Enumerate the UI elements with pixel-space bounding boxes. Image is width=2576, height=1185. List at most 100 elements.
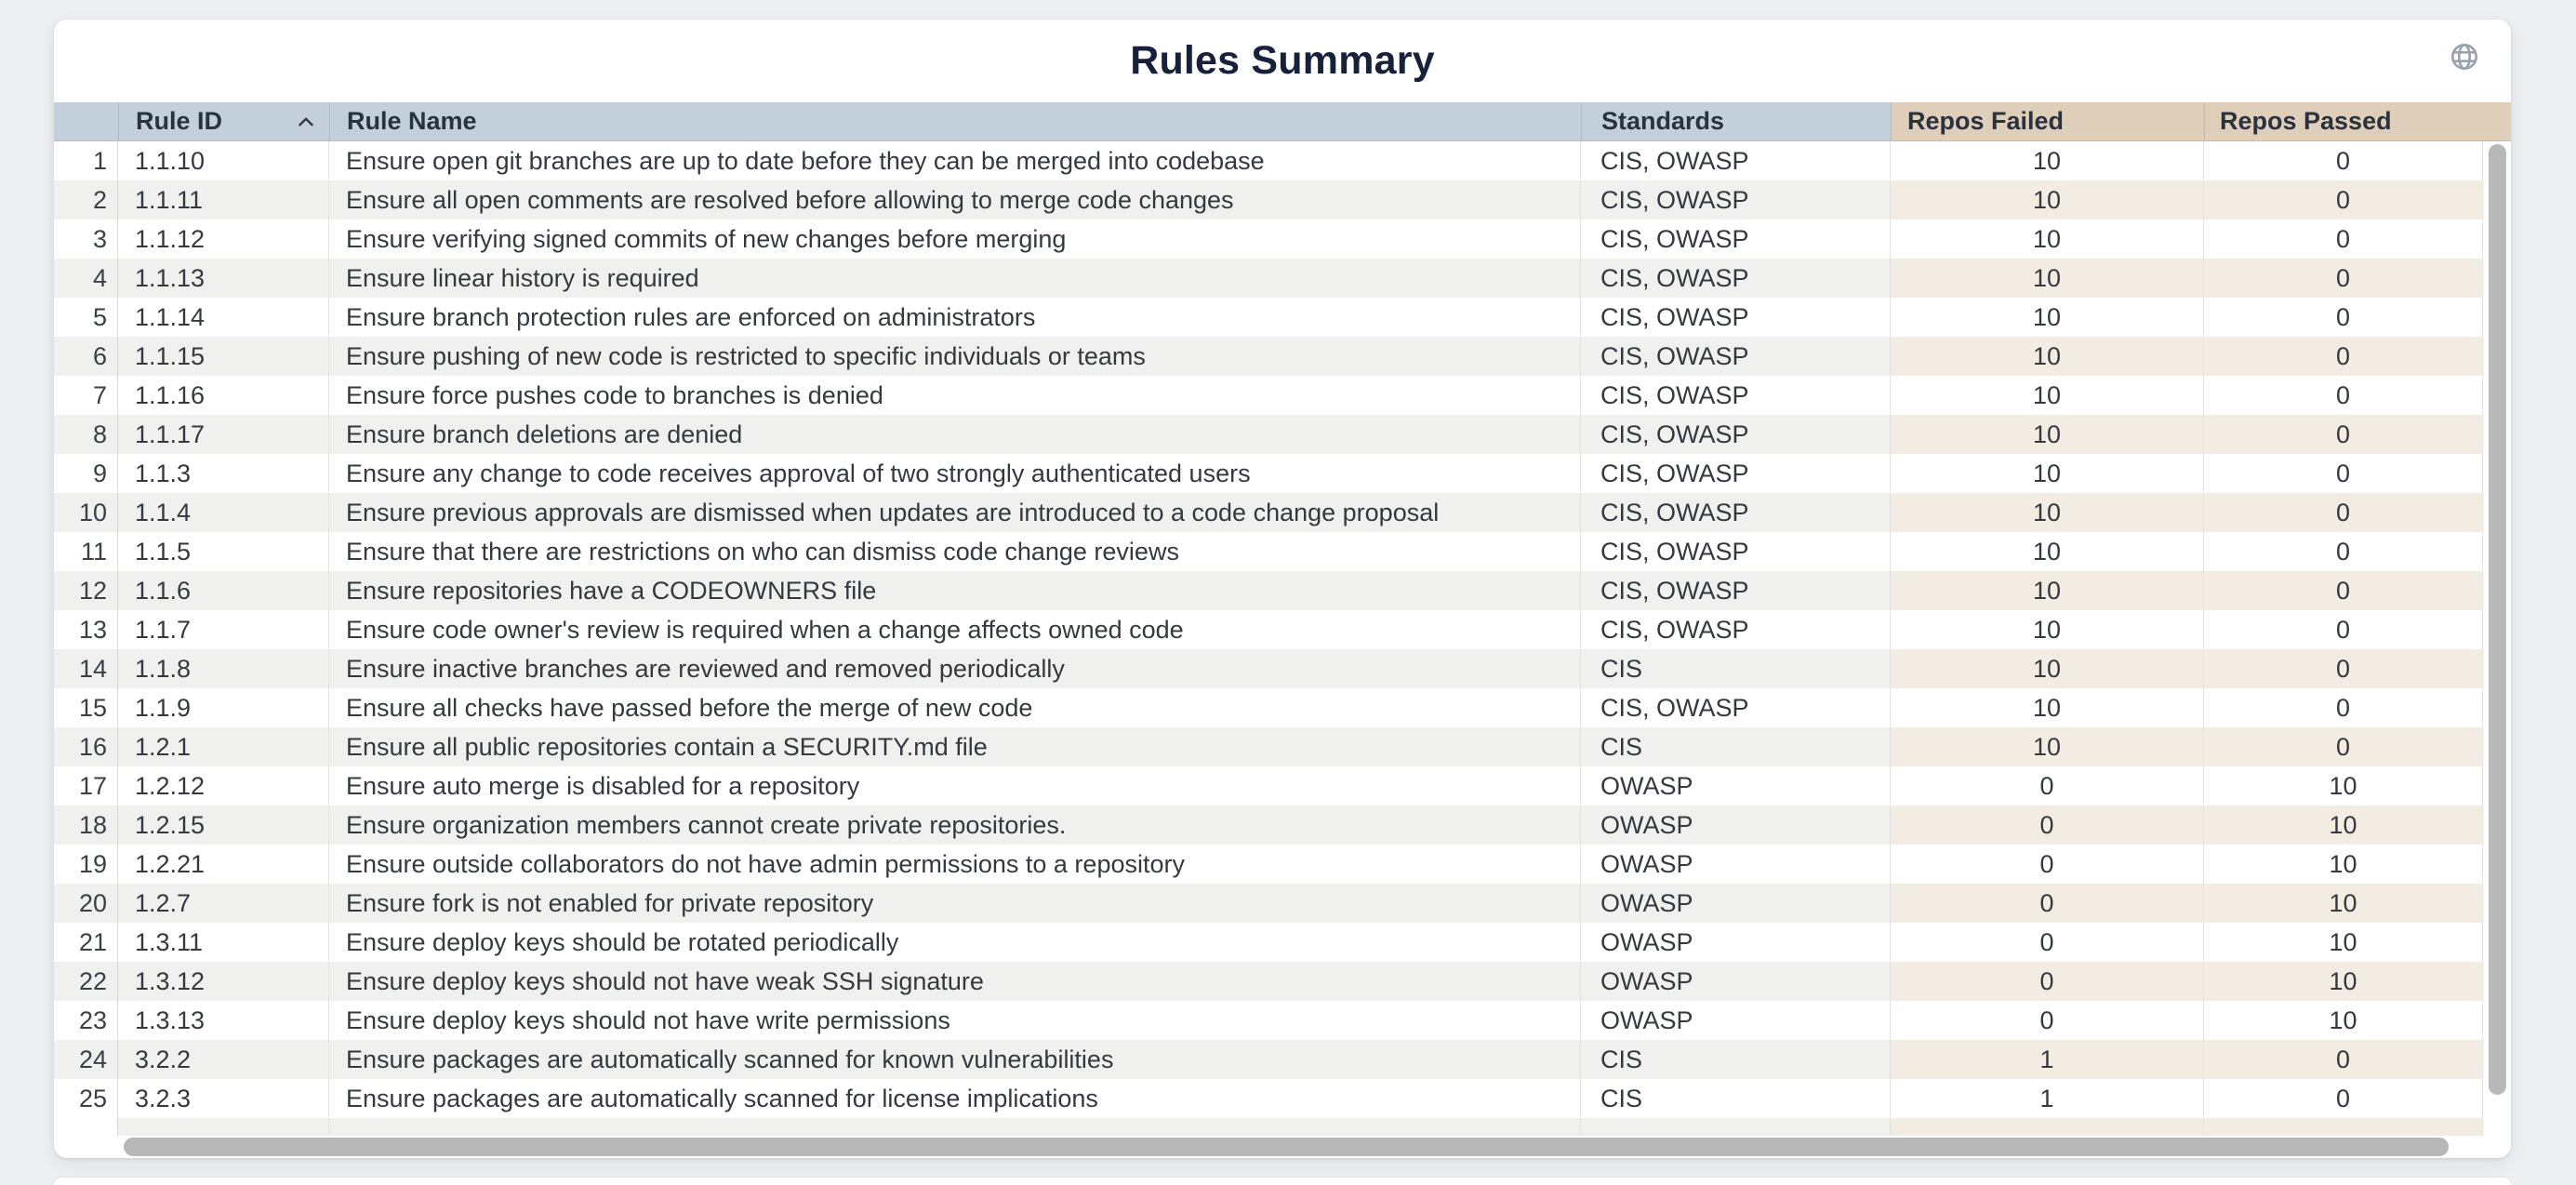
cell-rule-id: 1.1.6 [118,571,329,610]
horizontal-scrollbar-thumb[interactable] [124,1138,2449,1156]
cell-repos-passed: 0 [2204,298,2483,337]
cell-rule-id: 1.2.15 [118,806,329,845]
cell-rule-id: 1.2.1 [118,727,329,766]
cell-repos-failed: 10 [1891,337,2204,376]
column-header-rule-name[interactable]: Rule Name [329,102,1581,140]
cell-repos-failed: 10 [1891,220,2204,259]
cell-repos-passed: 10 [2204,962,2483,1001]
vertical-scrollbar[interactable] [2483,141,2511,1136]
cell-rule-id: 1.1.11 [118,180,329,220]
table-row: 14 1.1.8 Ensure inactive branches are re… [54,649,2483,688]
page-title: Rules Summary [1130,38,1435,83]
cell-row-number: 23 [54,1001,118,1040]
sort-ascending-icon [299,117,313,126]
cell-repos-passed: 0 [2204,259,2483,298]
column-header-standards[interactable]: Standards [1581,102,1891,140]
cell-rule-id: 1.1.9 [118,688,329,727]
cell-repos-passed [2204,1118,2483,1136]
globe-icon[interactable] [2450,42,2479,72]
cell-standards: OWASP [1581,1001,1891,1040]
cell-rule-id: 1.1.12 [118,220,329,259]
cell-row-number: 22 [54,962,118,1001]
cell-row-number: 5 [54,298,118,337]
cell-repos-failed: 10 [1891,688,2204,727]
cell-rule-name: Ensure auto merge is disabled for a repo… [329,766,1581,806]
cell-rule-name: Ensure deploy keys should not have write… [329,1001,1581,1040]
cell-standards: CIS, OWASP [1581,610,1891,649]
table-row: 21 1.3.11 Ensure deploy keys should be r… [54,923,2483,962]
table-row: 9 1.1.3 Ensure any change to code receiv… [54,454,2483,493]
cell-repos-failed: 0 [1891,1001,2204,1040]
cell-row-number: 9 [54,454,118,493]
cell-repos-passed: 0 [2204,532,2483,571]
cell-rule-name: Ensure repositories have a CODEOWNERS fi… [329,571,1581,610]
column-header-repos-failed[interactable]: Repos Failed [1891,102,2204,140]
cell-rule-name: Ensure branch protection rules are enfor… [329,298,1581,337]
cell-repos-failed: 10 [1891,376,2204,415]
cell-standards: OWASP [1581,806,1891,845]
column-header-rule-id[interactable]: Rule ID [118,102,329,140]
column-header-row-number [54,102,118,140]
table-row [54,1118,2483,1136]
table-row: 6 1.1.15 Ensure pushing of new code is r… [54,337,2483,376]
cell-repos-failed: 10 [1891,493,2204,532]
cell-row-number: 3 [54,220,118,259]
column-header-repos-passed[interactable]: Repos Passed [2204,102,2483,140]
cell-repos-failed: 10 [1891,180,2204,220]
cell-standards: CIS [1581,1079,1891,1118]
cell-row-number: 12 [54,571,118,610]
cell-row-number: 24 [54,1040,118,1079]
cell-standards: CIS [1581,649,1891,688]
table-row: 7 1.1.16 Ensure force pushes code to bra… [54,376,2483,415]
table-row: 15 1.1.9 Ensure all checks have passed b… [54,688,2483,727]
next-card-top-edge [54,1178,2511,1185]
cell-repos-failed: 1 [1891,1079,2204,1118]
cell-rule-name: Ensure fork is not enabled for private r… [329,884,1581,923]
cell-rule-id: 1.1.10 [118,141,329,180]
cell-repos-passed: 10 [2204,923,2483,962]
table-row: 18 1.2.15 Ensure organization members ca… [54,806,2483,845]
cell-rule-id: 1.3.12 [118,962,329,1001]
cell-rule-id: 1.1.17 [118,415,329,454]
cell-rule-name: Ensure verifying signed commits of new c… [329,220,1581,259]
cell-repos-passed: 0 [2204,454,2483,493]
cell-standards: CIS, OWASP [1581,337,1891,376]
cell-rule-id: 1.3.13 [118,1001,329,1040]
cell-repos-passed: 0 [2204,493,2483,532]
cell-rule-name: Ensure pushing of new code is restricted… [329,337,1581,376]
cell-repos-passed: 0 [2204,180,2483,220]
cell-rule-name: Ensure open git branches are up to date … [329,141,1581,180]
cell-repos-failed: 10 [1891,532,2204,571]
horizontal-scrollbar[interactable] [54,1136,2511,1158]
cell-standards: CIS, OWASP [1581,532,1891,571]
cell-repos-failed: 0 [1891,923,2204,962]
cell-repos-passed: 0 [2204,376,2483,415]
cell-repos-passed: 10 [2204,806,2483,845]
cell-rule-name: Ensure force pushes code to branches is … [329,376,1581,415]
cell-repos-failed: 1 [1891,1040,2204,1079]
cell-standards: OWASP [1581,766,1891,806]
cell-row-number: 7 [54,376,118,415]
cell-repos-passed: 0 [2204,141,2483,180]
cell-repos-passed: 0 [2204,220,2483,259]
cell-row-number [54,1118,118,1136]
table-row: 24 3.2.2 Ensure packages are automatical… [54,1040,2483,1079]
cell-repos-failed: 10 [1891,415,2204,454]
cell-repos-passed: 0 [2204,1040,2483,1079]
table-row: 19 1.2.21 Ensure outside collaborators d… [54,845,2483,884]
cell-rule-name: Ensure previous approvals are dismissed … [329,493,1581,532]
cell-repos-failed: 10 [1891,298,2204,337]
cell-rule-name: Ensure all public repositories contain a… [329,727,1581,766]
cell-rule-name: Ensure code owner's review is required w… [329,610,1581,649]
cell-repos-passed: 0 [2204,727,2483,766]
cell-rule-id: 1.2.12 [118,766,329,806]
vertical-scrollbar-thumb[interactable] [2489,144,2506,1095]
cell-repos-passed: 0 [2204,1079,2483,1118]
cell-row-number: 19 [54,845,118,884]
cell-repos-failed: 10 [1891,727,2204,766]
cell-rule-name: Ensure that there are restrictions on wh… [329,532,1581,571]
cell-rule-id: 3.2.3 [118,1079,329,1118]
cell-repos-passed: 10 [2204,1001,2483,1040]
cell-rule-id: 1.1.3 [118,454,329,493]
